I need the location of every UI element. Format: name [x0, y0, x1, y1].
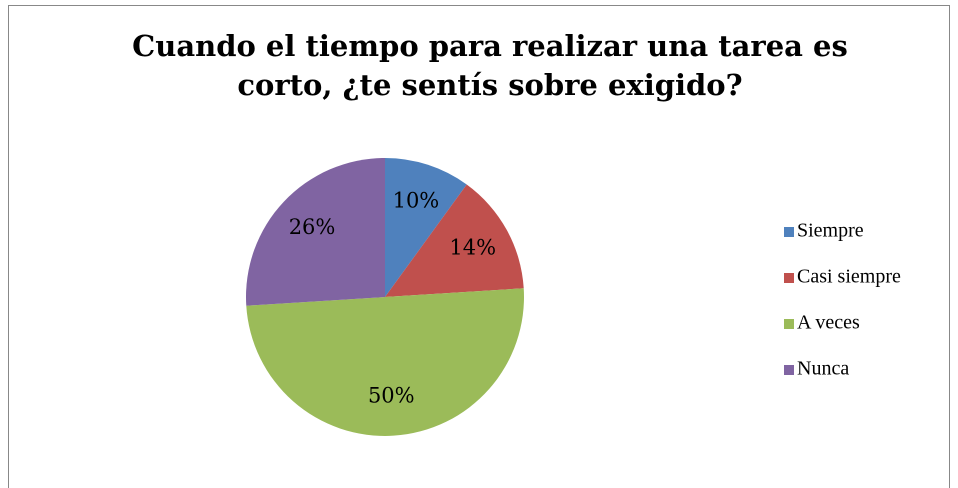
- pie-slice: [385, 184, 524, 297]
- legend-swatch: [784, 227, 794, 237]
- chart-title: corto, ¿te sentís sobre exigido?: [237, 68, 742, 102]
- pie-slice: [246, 288, 524, 436]
- data-label: 26%: [289, 215, 336, 239]
- legend-label: Nunca: [797, 358, 849, 380]
- pie-slice: [246, 158, 385, 306]
- legend-swatch: [784, 365, 794, 375]
- legend-label: A veces: [797, 312, 860, 334]
- data-label: 50%: [368, 383, 415, 407]
- legend-swatch: [784, 273, 794, 283]
- legend-label: Siempre: [797, 220, 864, 242]
- data-label: 14%: [449, 235, 496, 259]
- pie-slice: [385, 158, 467, 297]
- chart-title: Cuando el tiempo para realizar una tarea…: [132, 29, 848, 63]
- legend-swatch: [784, 319, 794, 329]
- data-label: 10%: [393, 188, 440, 212]
- legend-label: Casi siempre: [797, 266, 901, 288]
